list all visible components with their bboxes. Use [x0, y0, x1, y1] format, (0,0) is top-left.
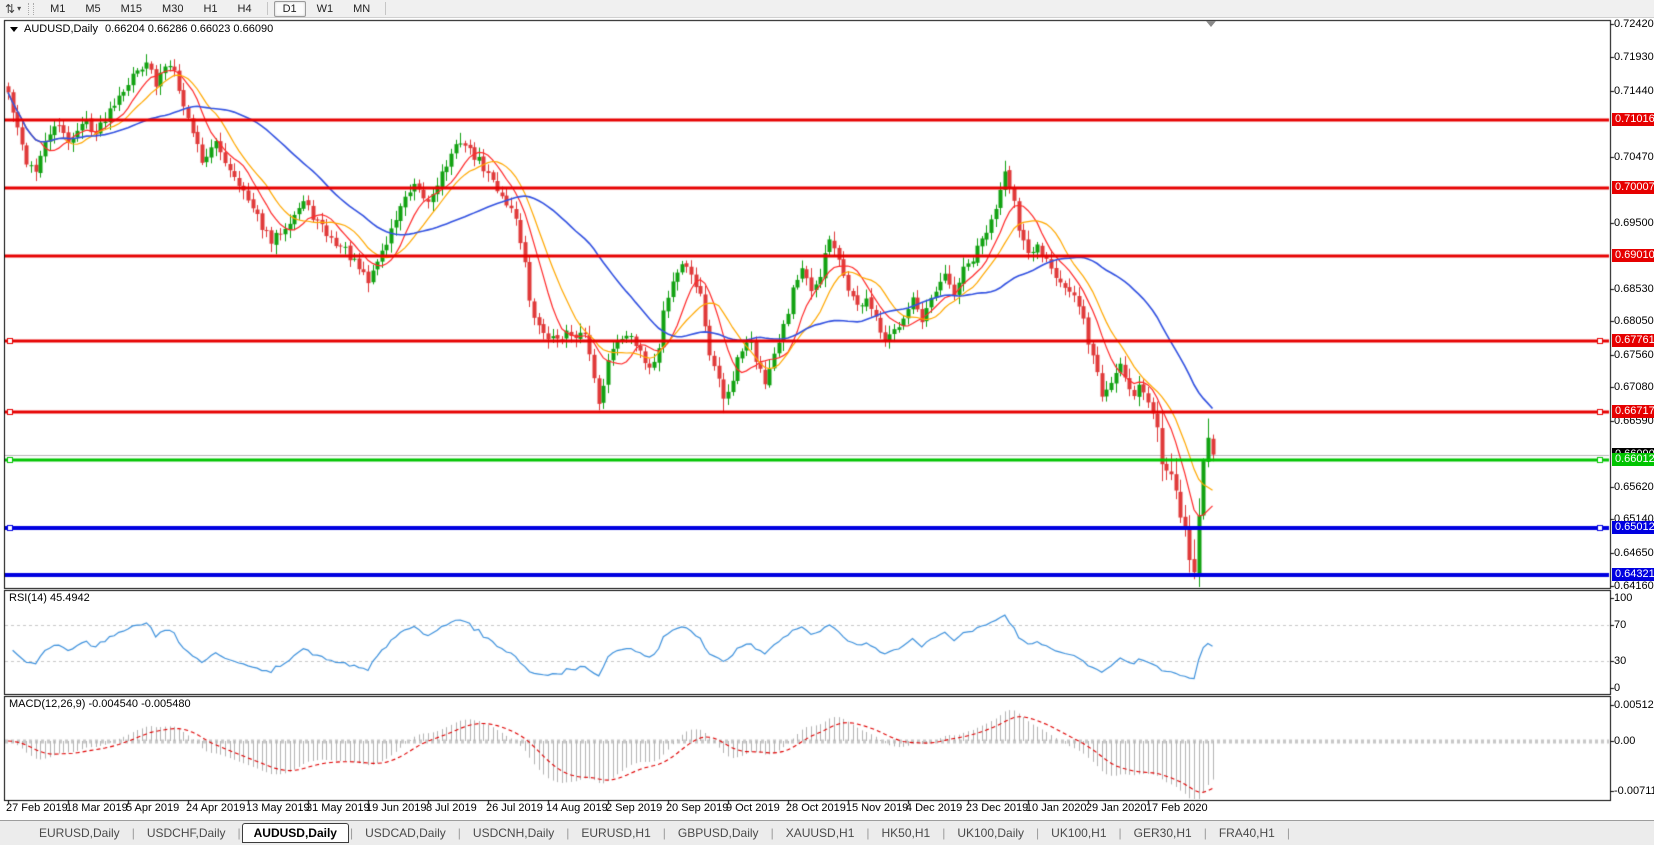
tab-eurusd-h1[interactable]: EURUSD,H1: [581, 826, 651, 840]
price-axis-tick: 0.68530: [1614, 282, 1654, 295]
tab-divider: |: [237, 826, 241, 840]
tab-divider: |: [1118, 826, 1122, 840]
date-axis-label: 8 Jul 2019: [425, 802, 477, 814]
tab-divider: |: [770, 826, 774, 840]
price-axis-tick: 0.65620: [1614, 480, 1654, 493]
price-level-label[interactable]: 0.65012: [1612, 520, 1654, 534]
date-axis-label: 10 Jan 2020: [1025, 802, 1087, 814]
toolbar-separator: [266, 2, 268, 15]
tab-gbpusd-daily[interactable]: GBPUSD,Daily: [677, 826, 759, 840]
date-axis-label: 24 Apr 2019: [185, 802, 246, 814]
tab-uk100-h1[interactable]: UK100,H1: [1051, 826, 1107, 840]
price-level-label[interactable]: 0.64321: [1612, 567, 1654, 581]
macd-indicator-label: MACD(12,26,9) -0.004540 -0.005480: [9, 698, 191, 710]
date-axis-label: 20 Sep 2019: [665, 802, 729, 814]
tab-fra40-h1[interactable]: FRA40,H1: [1218, 826, 1275, 840]
price-axis-tick: 0.71930: [1614, 51, 1654, 64]
macd-axis-tick: 0.005121: [1614, 699, 1654, 711]
tab-hk50-h1[interactable]: HK50,H1: [881, 826, 931, 840]
rsi-indicator-label: RSI(14) 45.4942: [9, 592, 90, 604]
price-axis-tick: 0.68050: [1614, 315, 1654, 328]
date-axis-label: 28 Oct 2019: [785, 802, 846, 814]
timeframe-buttons: M1 M5 M15 M30 H1 H4 D1 W1 MN: [40, 0, 391, 17]
price-level-label[interactable]: 0.66717: [1612, 404, 1654, 418]
date-axis-label: 19 Jun 2019: [365, 802, 427, 814]
timeframe-button-m1[interactable]: M1: [50, 2, 66, 15]
date-axis-label: 15 Nov 2019: [845, 802, 909, 814]
date-axis-label: 4 Dec 2019: [905, 802, 963, 814]
tab-divider: |: [1286, 826, 1290, 840]
tab-divider: |: [942, 826, 946, 840]
tab-usdcad-daily[interactable]: USDCAD,Daily: [365, 826, 446, 840]
tab-eurusd-daily[interactable]: EURUSD,Daily: [39, 826, 120, 840]
date-axis-label: 26 Jul 2019: [485, 802, 543, 814]
timeframe-button-h4[interactable]: H4: [237, 2, 252, 15]
rsi-axis-tick: 100: [1614, 592, 1633, 604]
tab-audusd-daily[interactable]: AUDUSD,Daily: [241, 823, 349, 843]
date-axis-label: 27 Feb 2019: [6, 802, 68, 814]
symbol-tabs-bar: EURUSD,Daily | USDCHF,Daily | AUDUSD,Daily | U…: [0, 820, 1654, 845]
price-level-label[interactable]: 0.70007: [1612, 181, 1654, 195]
tab-divider: |: [457, 826, 461, 840]
timeframe-toolbar: ⇅ ▾ M1 M5 M15 M30 H1 H4 D1 W1 MN: [0, 0, 1654, 18]
chart-menu-arrow-icon[interactable]: [10, 26, 18, 32]
date-axis-label: 14 Aug 2019: [545, 802, 608, 814]
macd-axis-tick: 0.00: [1614, 735, 1636, 747]
tab-divider: |: [566, 826, 570, 840]
chart-ohlc-values: 0.66204 0.66286 0.66023 0.66090: [104, 23, 274, 35]
chart-symbol-label: AUDUSD,Daily: [24, 23, 98, 35]
timeframe-button-m30[interactable]: M30: [162, 2, 184, 15]
price-level-label[interactable]: 0.69010: [1612, 248, 1654, 262]
tab-divider: |: [349, 826, 354, 840]
price-axis-tick: 0.67560: [1614, 348, 1654, 361]
toolbar-separator: [385, 2, 387, 15]
timeframe-button-m5[interactable]: M5: [85, 2, 101, 15]
price-axis-tick: 0.64650: [1614, 546, 1654, 559]
date-axis-label: 5 Apr 2019: [125, 802, 180, 814]
timeframe-button-m15[interactable]: M15: [120, 2, 143, 15]
price-level-label[interactable]: 0.67761: [1612, 333, 1654, 347]
tab-divider: |: [866, 826, 870, 840]
tab-usdchf-daily[interactable]: USDCHF,Daily: [146, 826, 226, 840]
tab-usdcnh-daily[interactable]: USDCNH,Daily: [472, 826, 555, 840]
tab-xauusd-h1[interactable]: XAUUSD,H1: [785, 826, 855, 840]
rsi-axis-tick: 30: [1614, 655, 1627, 667]
tab-divider: |: [1203, 826, 1207, 840]
price-level-label[interactable]: 0.66012: [1612, 452, 1654, 466]
tab-divider: |: [1036, 826, 1040, 840]
tab-divider: |: [662, 826, 666, 840]
timeframe-button-h1[interactable]: H1: [203, 2, 218, 15]
tab-ger30-h1[interactable]: GER30,H1: [1133, 826, 1192, 840]
date-axis-label: 31 May 2019: [305, 802, 370, 814]
tab-divider: |: [131, 826, 135, 840]
toolbar-drag-handle[interactable]: [28, 2, 35, 15]
price-axis-tick: 0.67080: [1614, 381, 1654, 394]
timeframe-button-d1[interactable]: D1: [273, 0, 306, 17]
price-axis-tick: 0.72420: [1614, 18, 1654, 30]
date-axis-label: 17 Feb 2020: [1145, 802, 1208, 814]
chart-profile-icon[interactable]: ⇅ ▾: [5, 1, 22, 16]
date-axis-label: 13 May 2019: [245, 802, 310, 814]
rsi-axis-tick: 70: [1614, 619, 1627, 631]
price-level-label[interactable]: 0.71016: [1612, 112, 1654, 126]
date-axis-label: 2 Sep 2019: [605, 802, 663, 814]
macd-axis-tick: -0.007111: [1614, 784, 1654, 797]
price-axis-tick: 0.64160: [1614, 579, 1654, 592]
chart-shift-marker-icon[interactable]: [1206, 21, 1216, 27]
rsi-axis-tick: 0: [1614, 682, 1621, 694]
date-axis-label: 9 Oct 2019: [725, 802, 780, 814]
tab-uk100-daily[interactable]: UK100,Daily: [957, 826, 1025, 840]
date-axis-label: 23 Dec 2019: [965, 802, 1029, 814]
price-axis-tick: 0.69500: [1614, 216, 1654, 229]
timeframe-button-mn[interactable]: MN: [353, 2, 371, 15]
price-axis-tick: 0.71440: [1614, 84, 1654, 97]
dropdown-arrow-icon: ▾: [17, 4, 22, 13]
timeframe-button-w1[interactable]: W1: [316, 2, 334, 15]
price-axis-tick: 0.70470: [1614, 150, 1654, 163]
date-axis-label: 29 Jan 2020: [1085, 802, 1147, 814]
chart-title: AUDUSD,Daily 0.66204 0.66286 0.66023 0.6…: [10, 23, 273, 35]
date-axis-label: 18 Mar 2019: [65, 802, 128, 814]
